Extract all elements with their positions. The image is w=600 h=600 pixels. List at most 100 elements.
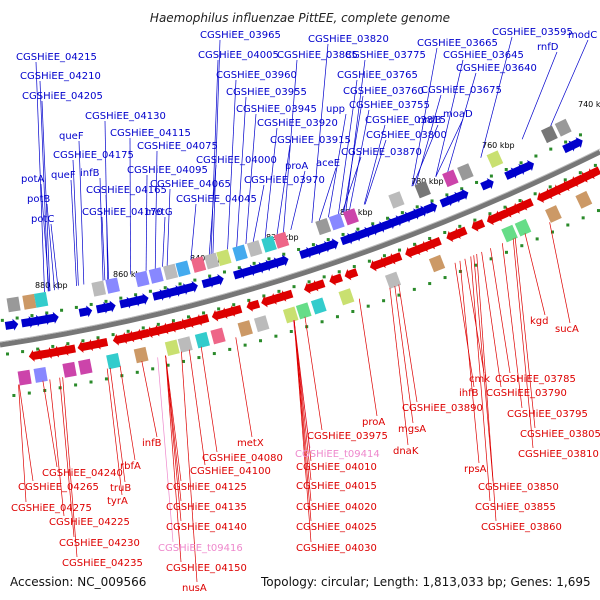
- gene-label[interactable]: CGSHiEE_03665: [417, 38, 498, 49]
- gene-label[interactable]: CGSHiEE_04205: [22, 91, 103, 102]
- gene-label[interactable]: mgsA: [398, 424, 426, 435]
- gene-label[interactable]: rpsA: [464, 464, 487, 475]
- gene-label[interactable]: nrdB: [418, 115, 442, 126]
- gene-label[interactable]: ihfB: [459, 388, 479, 399]
- arrow-shape: [246, 299, 261, 312]
- gene-label[interactable]: CGSHiEE_03920: [257, 118, 338, 129]
- gene-label[interactable]: CGSHiEE_03820: [308, 34, 389, 45]
- gene-label[interactable]: CGSHiEE_04025: [296, 522, 377, 533]
- gene-label[interactable]: CGSHiEE_04100: [190, 466, 271, 477]
- gene-label[interactable]: CGSHiEE_04175: [53, 150, 134, 161]
- gene-label[interactable]: CGSHiEE_03800: [366, 130, 447, 141]
- gene-label[interactable]: metX: [237, 438, 264, 449]
- tick-dot: [289, 330, 293, 334]
- gene-label[interactable]: upp: [326, 104, 345, 115]
- gene-label[interactable]: cmk: [469, 374, 490, 385]
- gene-label[interactable]: nusA: [182, 583, 207, 594]
- gene-label[interactable]: CGSHiEE_03640: [456, 63, 537, 74]
- gene-label[interactable]: CGSHiEE_03975: [307, 431, 388, 442]
- gene-label[interactable]: CGSHiEE_04240: [42, 468, 123, 479]
- gene-label[interactable]: CGSHiEE_04210: [20, 71, 101, 82]
- gene-label[interactable]: CGSHiEE_04115: [110, 128, 191, 139]
- gene-label[interactable]: CGSHiEE_03595: [492, 27, 573, 38]
- gene-label[interactable]: moaD: [443, 109, 473, 120]
- gene-label[interactable]: CGSHiEE_04135: [166, 502, 247, 513]
- tick-dot: [135, 370, 139, 374]
- gene-label[interactable]: CGSHiEE_04125: [166, 482, 247, 493]
- gene-label[interactable]: CGSHiEE_04065: [150, 179, 231, 190]
- gene-label[interactable]: CGSHiEE_03960: [216, 70, 297, 81]
- gene-label[interactable]: tyrA: [107, 496, 128, 507]
- gene-label[interactable]: metG: [145, 207, 173, 218]
- gene-label[interactable]: CGSHiEE_03945: [236, 104, 317, 115]
- gene-label[interactable]: CGSHiEE_04130: [85, 111, 166, 122]
- gene-label[interactable]: potA: [21, 174, 44, 185]
- gene-label[interactable]: proA: [362, 417, 385, 428]
- gene-label[interactable]: CGSHiEE_03955: [226, 87, 307, 98]
- gene-label[interactable]: CGSHiEE_04015: [296, 481, 377, 492]
- gene-label[interactable]: sucA: [555, 324, 579, 335]
- gene-label[interactable]: rnfD: [537, 42, 559, 53]
- gene-label[interactable]: CGSHiEE_04215: [16, 52, 97, 63]
- gene-label[interactable]: CGSHiEE_04230: [59, 538, 140, 549]
- gene-label[interactable]: CGSHiEE_04075: [137, 141, 218, 152]
- gene-label[interactable]: CGSHiEE_03885: [277, 50, 358, 61]
- gene-label[interactable]: modC: [568, 30, 597, 41]
- gene-label[interactable]: CGSHiEE_04140: [166, 522, 247, 533]
- gene-label[interactable]: CGSHiEE_03915: [270, 135, 351, 146]
- gene-label[interactable]: CGSHiEE_03795: [507, 409, 588, 420]
- gene-label[interactable]: CGSHiEE_03810: [518, 449, 599, 460]
- gene-label[interactable]: CGSHiEE_03675: [421, 85, 502, 96]
- gene-label[interactable]: CGSHiEE_03805: [520, 429, 600, 440]
- gene-label[interactable]: CGSHiEE_04225: [49, 517, 130, 528]
- gene-label[interactable]: CGSHiEE_t09414: [295, 449, 380, 460]
- arrow-shape: [53, 345, 67, 358]
- gene-label[interactable]: CGSHiEE_04235: [62, 558, 143, 569]
- gene-label[interactable]: kgd: [530, 316, 549, 327]
- gene-label[interactable]: CGSHiEE_04165: [86, 185, 167, 196]
- gene-label[interactable]: CGSHiEE_04095: [127, 165, 208, 176]
- reverse-gene-arrow: [77, 341, 92, 353]
- forward-gene-arrow: [480, 178, 494, 191]
- reverse-feature-block: [78, 358, 93, 375]
- gene-label[interactable]: infB: [142, 438, 162, 449]
- gene-label[interactable]: truB: [110, 483, 131, 494]
- gene-label[interactable]: CGSHiEE_04045: [176, 194, 257, 205]
- gene-label[interactable]: CGSHiEE_03645: [443, 50, 524, 61]
- gene-label[interactable]: CGSHiEE_03760: [343, 86, 424, 97]
- gene-label[interactable]: CGSHiEE_03870: [341, 147, 422, 158]
- gene-label[interactable]: CGSHiEE_04005: [198, 50, 279, 61]
- gene-label[interactable]: CGSHiEE_03860: [481, 522, 562, 533]
- gene-label[interactable]: potC: [31, 214, 54, 225]
- gene-label[interactable]: rbfA: [120, 461, 141, 472]
- gene-label[interactable]: CGSHiEE_03855: [475, 502, 556, 513]
- connector-line: [512, 238, 534, 449]
- gene-label[interactable]: CGSHiEE_03755: [349, 100, 430, 111]
- gene-label[interactable]: CGSHiEE_03850: [478, 482, 559, 493]
- gene-label[interactable]: infB: [80, 168, 100, 179]
- gene-label[interactable]: CGSHiEE_03890: [402, 403, 483, 414]
- gene-label[interactable]: CGSHiEE_03785: [495, 374, 576, 385]
- gene-label[interactable]: CGSHiEE_03790: [486, 388, 567, 399]
- gene-label[interactable]: CGSHiEE_04275: [11, 503, 92, 514]
- gene-label[interactable]: CGSHiEE_03815: [365, 115, 446, 126]
- gene-label[interactable]: CGSHiEE_04000: [196, 155, 277, 166]
- gene-label[interactable]: potB: [27, 194, 50, 205]
- gene-label[interactable]: proA: [285, 161, 308, 172]
- gene-label[interactable]: CGSHiEE_03775: [345, 50, 426, 61]
- gene-label[interactable]: CGSHiEE_04030: [296, 543, 377, 554]
- gene-label[interactable]: CGSHiEE_04010: [296, 462, 377, 473]
- gene-label[interactable]: aceE: [316, 158, 340, 169]
- gene-label[interactable]: CGSHiEE_04150: [166, 563, 247, 574]
- gene-label[interactable]: queF: [59, 131, 84, 142]
- gene-label[interactable]: CGSHiEE_t09416: [158, 543, 243, 554]
- gene-label[interactable]: CGSHiEE_04170: [82, 207, 163, 218]
- gene-label[interactable]: CGSHiEE_04020: [296, 502, 377, 513]
- gene-label[interactable]: CGSHiEE_04080: [202, 453, 283, 464]
- gene-label[interactable]: queF: [51, 170, 76, 181]
- gene-label[interactable]: dnaK: [393, 446, 419, 457]
- gene-label[interactable]: CGSHiEE_04265: [18, 482, 99, 493]
- gene-label[interactable]: CGSHiEE_03970: [244, 175, 325, 186]
- gene-label[interactable]: CGSHiEE_03765: [337, 70, 418, 81]
- gene-label[interactable]: CGSHiEE_03965: [200, 30, 281, 41]
